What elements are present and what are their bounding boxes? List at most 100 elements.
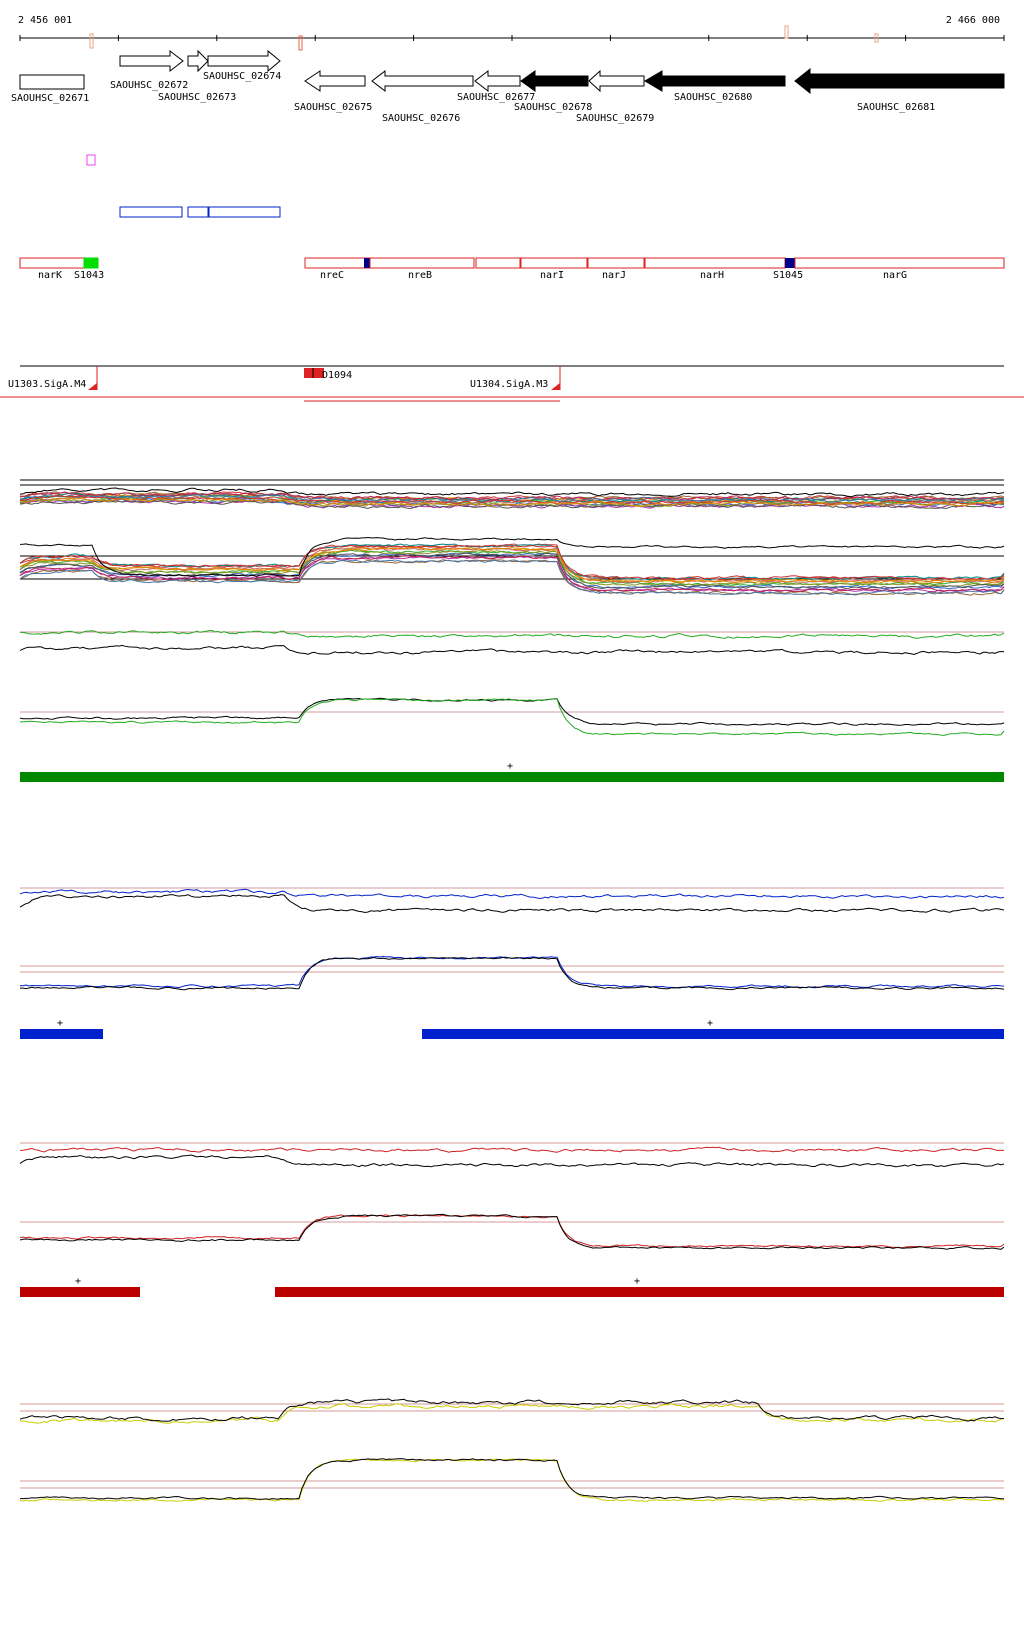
ruler-mark: [298, 35, 303, 51]
gene-SAOUHSC-02678[interactable]: SAOUHSC_02678: [514, 70, 592, 113]
gene-label: SAOUHSC_02671: [11, 93, 89, 104]
annotation-label: narJ: [602, 270, 626, 281]
segment-panel: + + + + +: [20, 761, 1004, 1297]
gene-label: SAOUHSC_02681: [857, 102, 935, 113]
gene-label: SAOUHSC_02679: [576, 113, 654, 124]
expression-trace: [19, 894, 1005, 914]
expression-trace: [19, 698, 1005, 736]
expression-trace: [19, 499, 1005, 510]
ruler-mark: [89, 33, 94, 49]
promoter-track: U1303.SigA.M4 U1304.SigA.M3 D1094: [0, 365, 1024, 402]
expression-trace: [19, 1154, 1005, 1168]
gene-SAOUHSC-02675[interactable]: SAOUHSC_02675: [294, 70, 372, 113]
annotation-narH[interactable]: [644, 257, 786, 269]
ruler-ticks: [19, 35, 1005, 41]
expression-trace: [19, 559, 1005, 596]
blue-feature[interactable]: [187, 206, 209, 218]
expression-trace: [19, 491, 1005, 501]
expression-trace: [19, 555, 1005, 593]
gene-SAOUHSC-02680[interactable]: SAOUHSC_02680: [644, 70, 786, 103]
gene-label: SAOUHSC_02672: [110, 80, 188, 91]
annotation-label: narH: [700, 270, 724, 281]
annotation-label: S1043: [74, 270, 104, 281]
segment-bar-red: [20, 1287, 140, 1297]
promoter-U1303[interactable]: U1303.SigA.M4: [8, 366, 98, 390]
strand-marker: +: [75, 1276, 81, 1287]
gene-label: SAOUHSC_02676: [382, 113, 460, 124]
gene-label: SAOUHSC_02675: [294, 102, 372, 113]
expression-trace: [19, 1398, 1005, 1422]
blue-feature[interactable]: [119, 206, 183, 218]
annotation-narI[interactable]: [520, 257, 588, 269]
expression-trace: [19, 1402, 1005, 1424]
annotation-narK[interactable]: [19, 257, 85, 269]
blue-feature-track: [119, 206, 281, 218]
expression-panel: [19, 479, 1005, 1502]
gene-label: SAOUHSC_02678: [514, 102, 592, 113]
expression-trace: [19, 494, 1005, 505]
gene-SAOUHSC-02677[interactable]: SAOUHSC_02677: [457, 69, 535, 103]
annotation-S1043[interactable]: [83, 257, 99, 269]
gene-SAOUHSC-02681[interactable]: SAOUHSC_02681: [794, 67, 1005, 113]
annotation-S1045[interactable]: [785, 258, 795, 268]
expression-trace: [19, 555, 1005, 593]
gene-label: SAOUHSC_02680: [674, 92, 752, 103]
annotation-region[interactable]: [475, 257, 521, 269]
gene-SAOUHSC-02679[interactable]: SAOUHSC_02679: [576, 69, 654, 124]
gene-SAOUHSC-02673[interactable]: SAOUHSC_02673: [158, 49, 236, 103]
ruler-mark: [874, 33, 879, 43]
gene-track: SAOUHSC_02671 SAOUHSC_02672 SAOUHSC_0267…: [11, 49, 1005, 124]
annotation-label: narG: [883, 270, 907, 281]
gene-SAOUHSC-02672[interactable]: SAOUHSC_02672: [110, 49, 188, 91]
promoter-D1094[interactable]: D1094: [304, 368, 352, 381]
annotation-nreC[interactable]: [304, 257, 371, 269]
expression-trace: [20, 1458, 1005, 1500]
annotation-nreB[interactable]: [369, 257, 475, 269]
expression-trace: [19, 1146, 1005, 1153]
gene-SAOUHSC-02676[interactable]: SAOUHSC_02676: [371, 69, 474, 124]
strand-marker: +: [634, 1276, 640, 1287]
annotation-narJ[interactable]: [587, 257, 645, 269]
ruler-end-label: 2 466 000: [946, 15, 1000, 26]
annotation-narG[interactable]: [794, 257, 1005, 269]
expression-trace: [19, 497, 1005, 508]
promoter-label: D1094: [322, 370, 352, 381]
gene-SAOUHSC-02674[interactable]: SAOUHSC_02674: [203, 49, 281, 82]
annotation-label: nreC: [320, 270, 344, 281]
expression-trace: [19, 544, 1005, 581]
position-ruler: 2 456 001 2 466 000: [18, 15, 1005, 51]
strand-marker: +: [707, 1018, 713, 1029]
expression-trace: [19, 546, 1005, 584]
promoter-U1304[interactable]: U1304.SigA.M3: [470, 366, 561, 390]
expression-trace: [19, 559, 1005, 596]
expression-trace: [19, 888, 1005, 899]
annotation-label: narI: [540, 270, 564, 281]
magenta-feature-box[interactable]: [86, 154, 96, 166]
segment-bar-red: [275, 1287, 1004, 1297]
gene-SAOUHSC-02671[interactable]: SAOUHSC_02671: [11, 74, 89, 104]
promoter-label: U1304.SigA.M3: [470, 379, 548, 390]
expression-trace: [19, 1214, 1005, 1249]
segment-bar-green: [20, 772, 1004, 782]
strand-marker: +: [507, 761, 513, 772]
annotation-label: nreB: [408, 270, 432, 281]
expression-trace: [19, 644, 1005, 656]
annotation-track: narK S1043 nreC nreB narI narJ narH S104…: [19, 257, 1005, 281]
gene-label: SAOUHSC_02673: [158, 92, 236, 103]
expression-trace: [19, 487, 1005, 498]
ruler-start-label: 2 456 001: [18, 15, 72, 26]
gene-label: SAOUHSC_02674: [203, 71, 281, 82]
ruler-mark: [784, 25, 789, 39]
expression-trace: [19, 536, 1005, 577]
expression-trace: [20, 956, 1005, 991]
annotation-nreC-mark: [364, 258, 370, 268]
segment-bar-blue: [422, 1029, 1004, 1039]
annotation-label: narK: [38, 270, 62, 281]
expression-trace: [19, 1213, 1005, 1250]
blue-feature[interactable]: [208, 206, 281, 218]
expression-trace: [20, 629, 1005, 639]
strand-marker: +: [57, 1018, 63, 1029]
annotation-label: S1045: [773, 270, 803, 281]
expression-trace: [19, 1458, 1005, 1502]
